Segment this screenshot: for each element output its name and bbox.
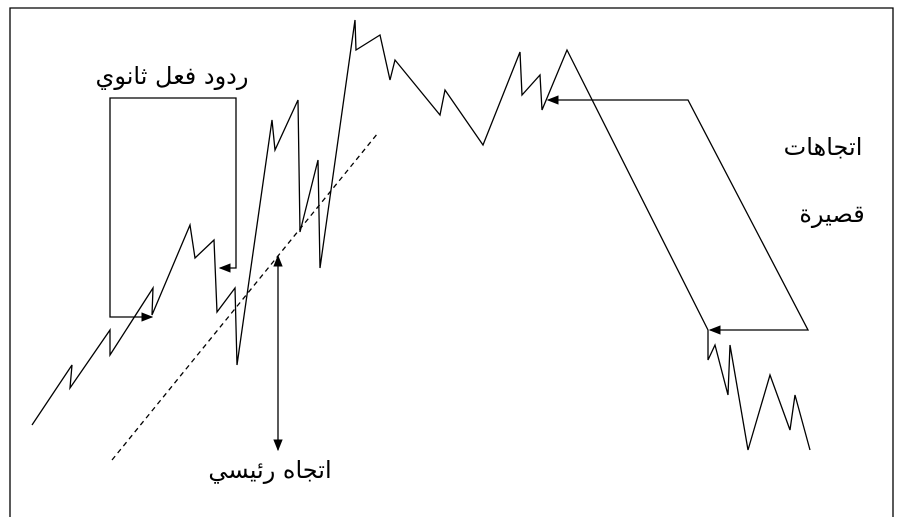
price-line bbox=[31, 19, 811, 451]
label: اتجاه رئيسي bbox=[208, 456, 331, 484]
label: اتجاهات bbox=[784, 133, 863, 161]
main-trend-line bbox=[111, 132, 379, 461]
label: قصيرة bbox=[799, 200, 864, 228]
short-trend-bracket bbox=[546, 95, 810, 335]
secondary-bracket bbox=[109, 97, 237, 322]
label: ردود فعل ثانوي bbox=[96, 62, 249, 90]
frame bbox=[9, 7, 894, 517]
